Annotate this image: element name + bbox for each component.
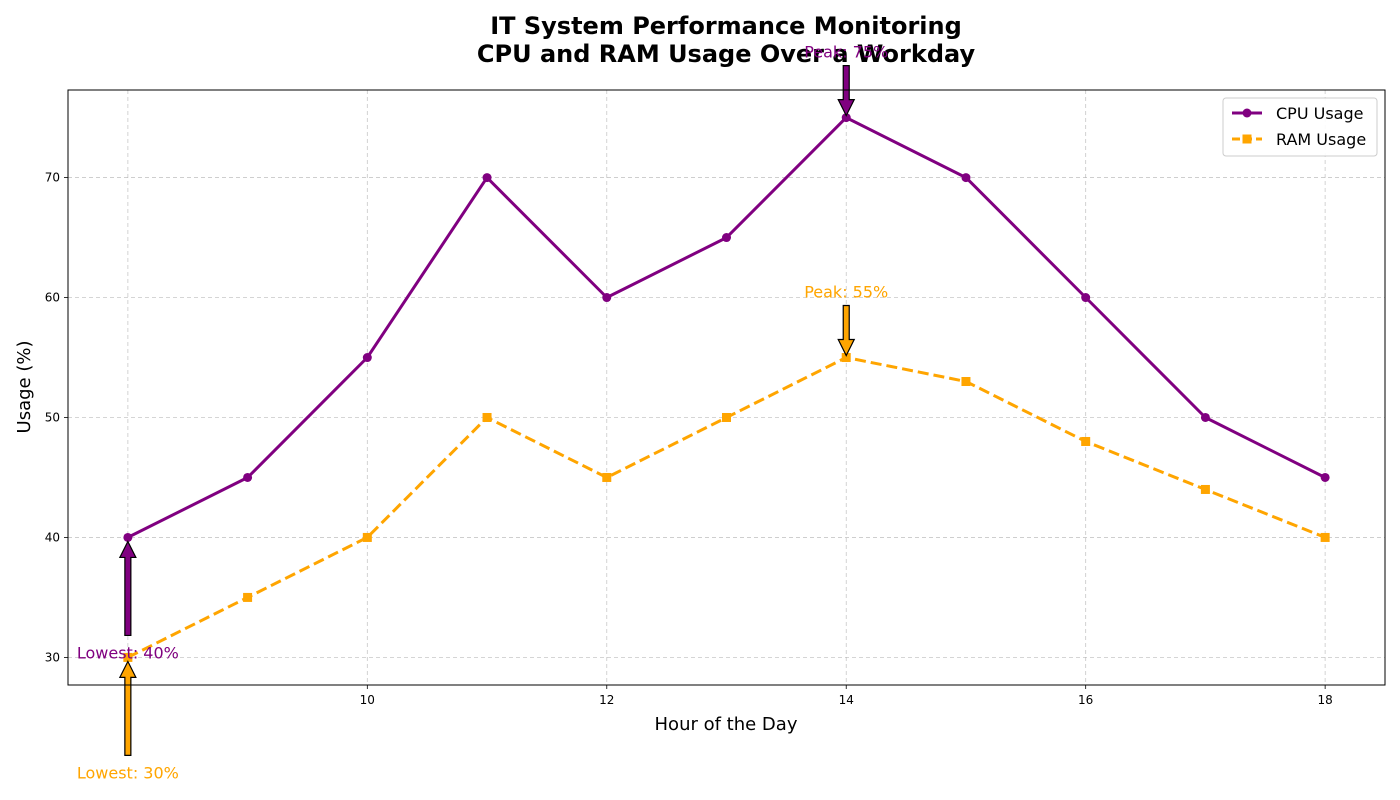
- chart-title-line-1: IT System Performance Monitoring: [490, 12, 962, 40]
- data-point: [243, 472, 253, 482]
- x-axis-label: Hour of the Day: [655, 714, 798, 735]
- x-tick-label: 12: [599, 693, 614, 707]
- legend-entry: CPU Usage: [1232, 104, 1363, 123]
- series-cpu-usage: [123, 113, 1330, 542]
- annotation-arrow: [118, 540, 137, 637]
- data-point: [243, 592, 253, 602]
- series-layer: [123, 113, 1330, 662]
- axis-ticks: 810121416183040506070: [45, 171, 1333, 707]
- y-axis-label: Usage (%): [14, 341, 35, 434]
- legend-marker: [1242, 108, 1252, 118]
- data-point: [1200, 484, 1210, 494]
- data-point: [722, 233, 731, 243]
- x-tick-label: 18: [1317, 693, 1332, 707]
- annotation-label: Peak: 75%: [804, 43, 888, 62]
- annotation-arrow: [837, 64, 856, 117]
- chart-title-line-2: CPU and RAM Usage Over a Workday: [477, 40, 976, 68]
- data-point: [961, 377, 971, 387]
- data-point: [123, 532, 133, 542]
- data-point: [1081, 293, 1091, 303]
- series-ram-usage: [123, 353, 1330, 662]
- y-tick-label: 30: [45, 650, 60, 664]
- y-tick-label: 50: [45, 410, 60, 424]
- annotation-peak: Peak: 55%: [804, 283, 888, 357]
- annotation-lowest: Lowest: 40%: [77, 540, 179, 662]
- data-point: [841, 113, 851, 123]
- plot-frame: [67, 89, 1386, 686]
- annotation-arrow: [118, 660, 137, 757]
- data-point: [602, 293, 612, 303]
- x-tick-label: 10: [360, 693, 375, 707]
- annotation-label: Peak: 55%: [804, 283, 888, 302]
- annotation-label: Lowest: 30%: [77, 763, 179, 782]
- annotations: Peak: 75% Lowest: 40% Peak: 55% Lowest: 30%: [77, 43, 888, 783]
- legend-label: CPU Usage: [1276, 104, 1363, 123]
- data-point: [602, 472, 612, 482]
- legend-label: RAM Usage: [1276, 130, 1366, 149]
- data-point: [841, 353, 851, 363]
- data-point: [482, 173, 492, 183]
- y-tick-label: 60: [45, 291, 60, 305]
- legend-marker: [1242, 134, 1252, 144]
- annotation-lowest: Lowest: 30%: [77, 660, 179, 782]
- x-tick-label: 16: [1078, 693, 1093, 707]
- annotation-peak: Peak: 75%: [804, 43, 888, 117]
- data-point: [1320, 472, 1330, 482]
- y-tick-label: 70: [45, 171, 60, 185]
- data-point: [123, 652, 133, 662]
- data-point: [722, 412, 731, 422]
- data-point: [1200, 412, 1210, 422]
- data-point: [1081, 436, 1091, 446]
- data-point: [961, 173, 971, 183]
- legend: CPU Usage RAM Usage: [1222, 97, 1378, 157]
- data-point: [362, 532, 372, 542]
- annotation-label: Lowest: 40%: [77, 643, 179, 662]
- annotation-arrow: [837, 304, 856, 357]
- data-point: [362, 353, 372, 363]
- data-point: [482, 412, 492, 422]
- data-point: [1320, 532, 1330, 542]
- y-tick-label: 40: [45, 530, 60, 544]
- x-tick-label: 14: [839, 693, 854, 707]
- legend-entry: RAM Usage: [1232, 130, 1366, 149]
